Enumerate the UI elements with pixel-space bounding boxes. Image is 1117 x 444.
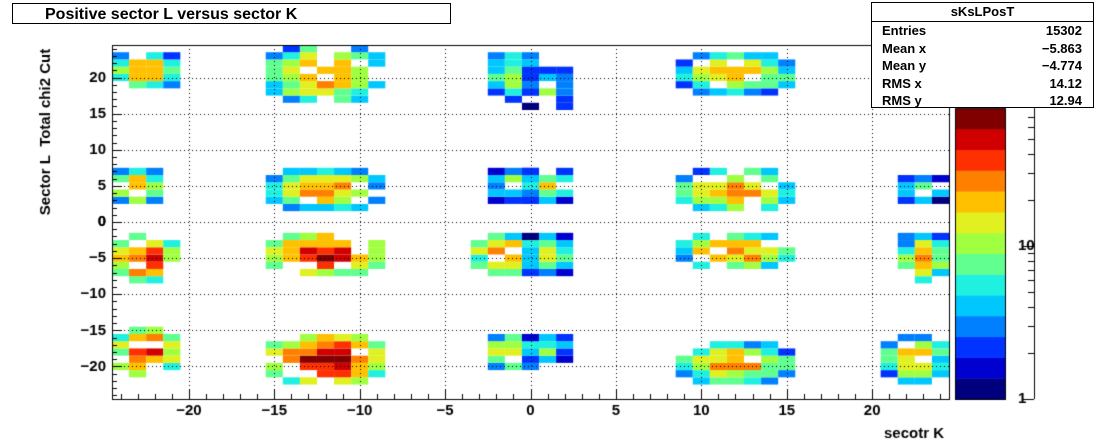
stats-row-mean-x: Mean x −5.863 (882, 40, 1082, 56)
chart-title-box: Positive sector L versus sector K (12, 3, 451, 24)
stats-row-mean-y: Mean y −4.774 (882, 58, 1082, 73)
stats-row-entries: Entries 15302 (882, 23, 1082, 38)
stats-box: sKsLPosT Entries 15302 Mean x −5.863 Mea… (871, 2, 1094, 108)
stats-name: sKsLPosT (872, 3, 1093, 22)
chart-title: Positive sector L versus sector K (45, 6, 298, 23)
stats-row-rms-y: RMS y 12.94 (882, 93, 1082, 108)
stats-row-rms-x: RMS x 14.12 (882, 75, 1082, 91)
